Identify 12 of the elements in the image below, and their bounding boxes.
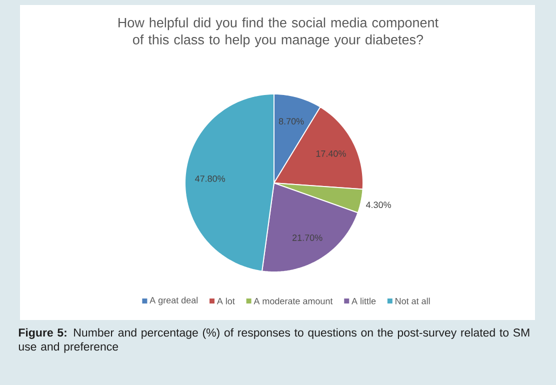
legend-label: A moderate amount [254,298,333,304]
data-label: 21.70% [292,234,322,241]
data-label: 47.80% [195,175,226,182]
data-label: 8.70% [278,118,304,124]
chart-title: How helpful did you find the social media component of this class to help you manage your diabetes? [118,18,438,48]
legend-label: A lot [216,298,235,304]
text: Figure 5: Number and percentage (%) of responses to questions on the post-survey related to SM use and preference [18,328,530,353]
legend-label: A great deal [150,296,198,306]
data-label: 4.30% [366,202,391,208]
legend-label: Not at all [396,298,430,304]
data-label: 17.40% [316,150,346,157]
legend-label: A little [352,298,376,304]
